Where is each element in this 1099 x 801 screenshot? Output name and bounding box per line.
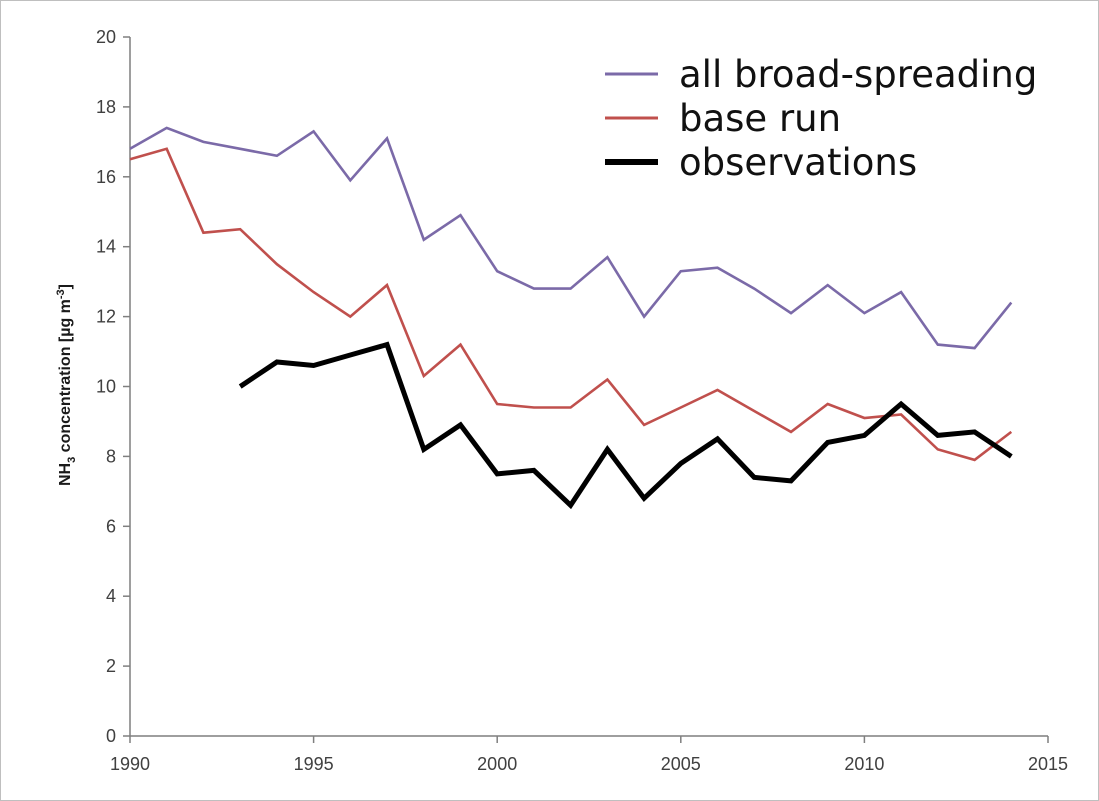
y-tick-label-16: 16: [96, 167, 116, 187]
y-tick-label-6: 6: [106, 516, 116, 536]
y-tick-label-12: 12: [96, 307, 116, 327]
y-tick-label-14: 14: [96, 237, 116, 257]
series-line-base-run: [129, 147, 1013, 462]
y-axis-title: NH3 concentration [µg m-3]: [55, 284, 78, 486]
x-tick-label-1995: 1995: [294, 754, 334, 774]
y-tick-label-4: 4: [106, 586, 116, 606]
legend-label-base-run: base run: [679, 97, 841, 140]
legend-label-all-broad-spreading: all broad-spreading: [679, 53, 1037, 96]
x-tick-label-1990: 1990: [110, 754, 150, 774]
y-tick-label-8: 8: [106, 446, 116, 466]
series-lines: [129, 126, 1013, 510]
y-tick-label-2: 2: [106, 656, 116, 676]
series-line-observations: [238, 341, 1013, 510]
axes: [123, 36, 1049, 743]
tick-labels: 0 2 4 6 8 10 12 14 16 18 20 1990 1995 2000 2005 2010 201…: [96, 27, 1068, 774]
y-axis-title-prefix: NH: [57, 463, 74, 486]
y-tick-label-18: 18: [96, 97, 116, 117]
x-tick-label-2010: 2010: [844, 754, 884, 774]
x-tick-label-2015: 2015: [1028, 754, 1068, 774]
y-axis-title-middle: concentration [µg m: [57, 299, 74, 457]
y-axis-title-suffix: ]: [57, 284, 74, 289]
y-axis-title-subscript: 3: [66, 457, 78, 463]
legend-label-observations: observations: [679, 141, 917, 184]
x-tick-label-2005: 2005: [661, 754, 701, 774]
y-axis-title-superscript: -3: [55, 289, 67, 299]
y-tick-label-20: 20: [96, 27, 116, 47]
series-line-all-broad-spreading: [129, 126, 1013, 350]
x-tick-label-2000: 2000: [477, 754, 517, 774]
y-tick-label-0: 0: [106, 726, 116, 746]
y-tick-label-10: 10: [96, 377, 116, 397]
